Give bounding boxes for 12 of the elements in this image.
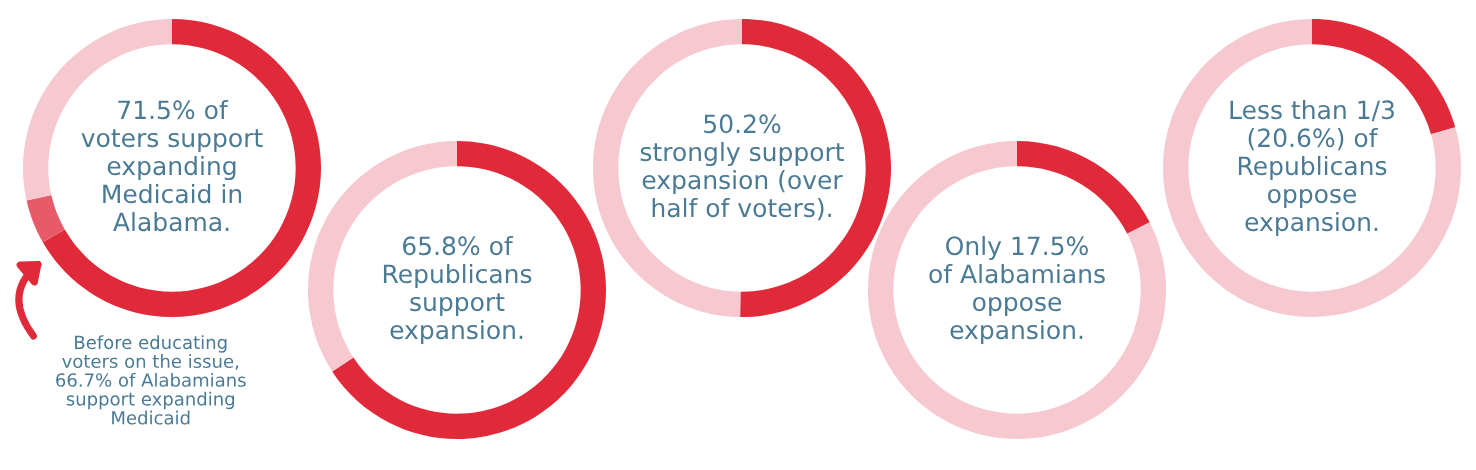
donut-slice [1162, 18, 1462, 318]
donut-slice [42, 18, 322, 318]
text: 65.8% of Republicans support expansion. [383, 235, 532, 345]
text: Only 17.5% of Alabamians oppose expansion. [929, 235, 1105, 345]
text: 71.5% of voters support expanding Medicaid in Alabama. [81, 99, 263, 232]
donut-slice [867, 140, 1167, 440]
text: Before educating voters on the issue, 66.7% of Alabamians support expanding Medicaid [56, 335, 246, 425]
donut-slice [1017, 140, 1150, 234]
text: 50.2% strongly support expansion (over half of voters). [640, 114, 845, 221]
donut-slice [332, 140, 606, 440]
text: Less than 1/3 (20.6%) of Republicans oppose expansion. [1230, 99, 1394, 237]
donut-slice [26, 194, 65, 243]
